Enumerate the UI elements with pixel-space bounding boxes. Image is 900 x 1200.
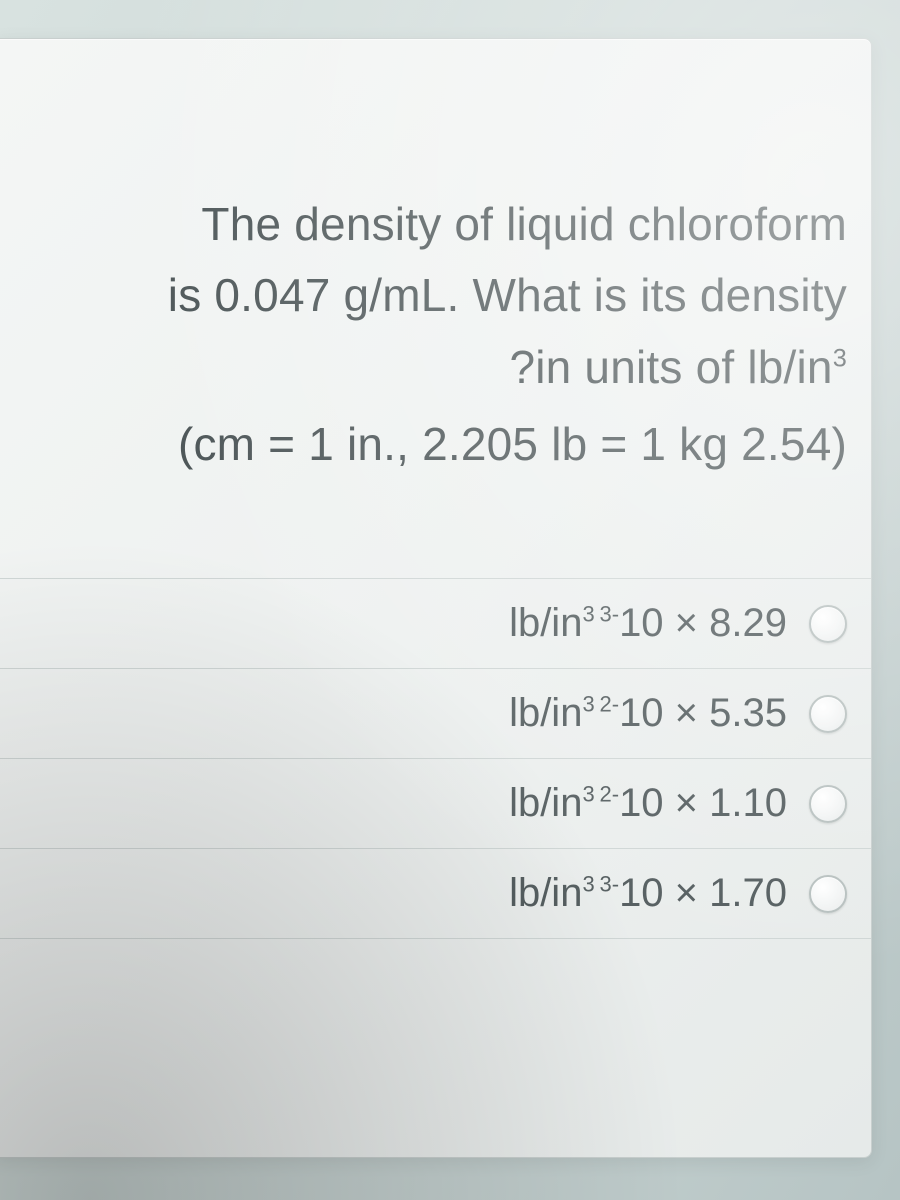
question-text: The density of liquid chloroform is 0.04…: [0, 39, 871, 520]
question-line-3-sup: 3: [833, 344, 847, 372]
answer-option[interactable]: lb/in33-10 × 1.70: [0, 848, 871, 939]
answer-label: lb/in33-10 × 1.70: [509, 871, 787, 916]
question-line-3-prefix: ?in units of lb/in: [509, 341, 832, 393]
radio-icon[interactable]: [809, 875, 847, 913]
answer-label: lb/in32-10 × 5.35: [509, 691, 787, 736]
answer-label: lb/in32-10 × 1.10: [509, 781, 787, 826]
question-card: The density of liquid chloroform is 0.04…: [0, 38, 872, 1158]
answer-list: lb/in33-10 × 8.29 lb/in32-10 × 5.35 lb/i…: [0, 578, 871, 939]
radio-icon[interactable]: [809, 605, 847, 643]
answer-label: lb/in33-10 × 8.29: [509, 601, 787, 646]
question-line-1: The density of liquid chloroform: [0, 189, 847, 260]
question-line-2: is 0.047 g/mL. What is its density: [0, 260, 847, 331]
answer-option[interactable]: lb/in33-10 × 8.29: [0, 578, 871, 668]
question-line-4: (cm = 1 in., 2.205 lb = 1 kg 2.54): [0, 409, 847, 480]
answer-option[interactable]: lb/in32-10 × 1.10: [0, 758, 871, 848]
answer-option[interactable]: lb/in32-10 × 5.35: [0, 668, 871, 758]
radio-icon[interactable]: [809, 785, 847, 823]
radio-icon[interactable]: [809, 695, 847, 733]
question-line-3: ?in units of lb/in3: [0, 332, 847, 403]
